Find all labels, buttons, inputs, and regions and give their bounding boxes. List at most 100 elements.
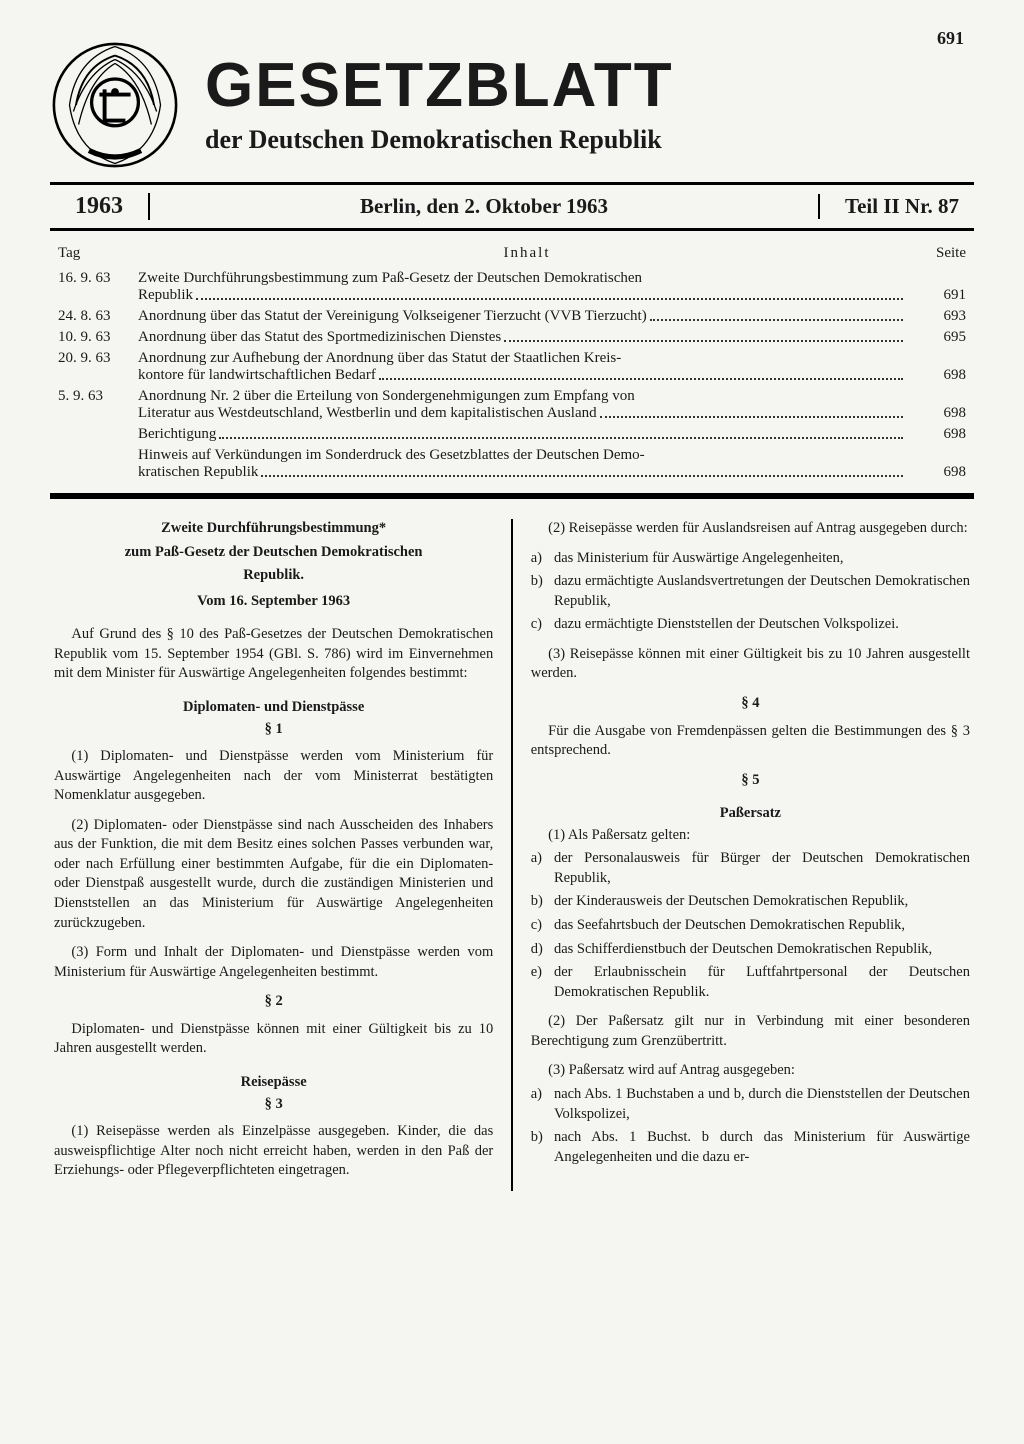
toc-date: 16. 9. 63 [58, 270, 138, 287]
toc-page: 695 [916, 329, 966, 346]
toc-text: Republik [138, 287, 193, 304]
toc-page: 691 [916, 287, 966, 304]
toc-date: 10. 9. 63 [58, 329, 138, 346]
list-item: a)nach Abs. 1 Buchstaben a und b, durch … [531, 1085, 970, 1124]
toc-date: 24. 8. 63 [58, 308, 138, 325]
list-item: b)dazu ermächtigte Auslandsvertretungen … [531, 572, 970, 611]
toc-row: 16. 9. 63Zweite Durchführungsbestimmung … [50, 268, 974, 306]
toc-text: kontore für landwirtschaftlichen Bedarf [138, 367, 376, 384]
list-label: b) [531, 572, 554, 611]
toc-col-tag: Tag [58, 245, 138, 262]
left-column: Zweite Durchführungsbestimmung* zum Paß-… [50, 519, 511, 1191]
toc-col-inhalt: Inhalt [138, 245, 916, 262]
masthead: GESETZBLATT der Deutschen Demokratischen… [50, 40, 974, 170]
leader-dots [600, 416, 903, 418]
toc-text: Anordnung über das Statut der Vereinigun… [138, 308, 647, 325]
toc-page: 693 [916, 308, 966, 325]
toc-row: Hinweis auf Verkündungen im Sonderdruck … [50, 445, 974, 483]
paragraph: (2) Diplomaten- oder Dienstpässe sind na… [54, 816, 493, 933]
list-text: das Ministerium für Auswärtige Angelegen… [554, 549, 970, 569]
paragraph: (2) Reisepässe werden für Auslandsreisen… [531, 519, 970, 539]
list-text: der Erlaubnisschein für Luftfahrtpersona… [554, 963, 970, 1002]
list-label: b) [531, 892, 554, 912]
toc-description: Anordnung über das Statut der Vereinigun… [138, 308, 916, 325]
toc-row: 5. 9. 63Anordnung Nr. 2 über die Erteilu… [50, 386, 974, 424]
list: a)das Ministerium für Auswärtige Angeleg… [531, 549, 970, 635]
right-column: (2) Reisepässe werden für Auslandsreisen… [513, 519, 974, 1191]
list-label: c) [531, 916, 554, 936]
list-text: der Kinderausweis der Deutschen Demokrat… [554, 892, 970, 912]
document-page: 691 GESETZBLATT der Deutschen Demokratis… [0, 0, 1024, 1444]
info-issue: Teil II Nr. 87 [818, 194, 974, 219]
list: a)nach Abs. 1 Buchstaben a und b, durch … [531, 1085, 970, 1167]
list-label: e) [531, 963, 554, 1002]
section-number: § 3 [54, 1095, 493, 1115]
list-item: e)der Erlaubnisschein für Luftfahrtperso… [531, 963, 970, 1002]
paragraph: (2) Der Paßersatz gilt nur in Verbindung… [531, 1012, 970, 1051]
toc-description: Anordnung zur Aufhebung der Anordnung üb… [138, 350, 916, 384]
article-title: Zweite Durchführungsbestimmung* [54, 519, 493, 539]
toc-row: 20. 9. 63Anordnung zur Aufhebung der Ano… [50, 348, 974, 386]
info-place-date: Berlin, den 2. Oktober 1963 [150, 194, 818, 219]
section-heading: Reisepässe [54, 1073, 493, 1093]
toc-row: 10. 9. 63Anordnung über das Statut des S… [50, 327, 974, 348]
state-emblem-icon [50, 40, 180, 170]
leader-dots [219, 437, 903, 439]
list-item: a)das Ministerium für Auswärtige Angeleg… [531, 549, 970, 569]
list-label: a) [531, 549, 554, 569]
paragraph: Diplomaten- und Dienstpässe können mit e… [54, 1020, 493, 1059]
toc-text: Anordnung zur Aufhebung der Anordnung üb… [138, 350, 906, 367]
rule-heavy [50, 493, 974, 499]
toc-date: 5. 9. 63 [58, 388, 138, 405]
paragraph: (1) Als Paßersatz gelten: [531, 826, 970, 846]
info-year: 1963 [50, 193, 150, 220]
list-label: a) [531, 1085, 554, 1124]
list-text: dazu ermächtigte Dienststellen der Deuts… [554, 615, 970, 635]
toc-row: 24. 8. 63Anordnung über das Statut der V… [50, 306, 974, 327]
section-number: § 2 [54, 992, 493, 1012]
section-number: § 5 [531, 771, 970, 791]
toc-description: Anordnung über das Statut des Sportmediz… [138, 329, 916, 346]
toc-date: 20. 9. 63 [58, 350, 138, 367]
table-of-contents: Tag Inhalt Seite 16. 9. 63Zweite Durchfü… [50, 245, 974, 483]
section-number: § 1 [54, 720, 493, 740]
toc-header: Tag Inhalt Seite [50, 245, 974, 268]
leader-dots [379, 378, 903, 380]
toc-description: Anordnung Nr. 2 über die Erteilung von S… [138, 388, 916, 422]
list-text: das Seefahrtsbuch der Deutschen Demokrat… [554, 916, 970, 936]
section-number: § 4 [531, 694, 970, 714]
title-block: GESETZBLATT der Deutschen Demokratischen… [205, 55, 974, 155]
list-item: b)der Kinderausweis der Deutschen Demokr… [531, 892, 970, 912]
section-heading: Paßersatz [531, 804, 970, 824]
toc-text: Hinweis auf Verkündungen im Sonderdruck … [138, 447, 906, 464]
toc-col-seite: Seite [916, 245, 966, 262]
toc-text: kratischen Republik [138, 464, 258, 481]
paragraph: (3) Reisepässe können mit einer Gültigke… [531, 645, 970, 684]
toc-description: Zweite Durchführungsbestimmung zum Paß-G… [138, 270, 916, 304]
toc-row: Berichtigung698 [50, 424, 974, 445]
paragraph: Auf Grund des § 10 des Paß-Gesetzes der … [54, 625, 493, 684]
list-text: dazu ermächtigte Auslandsvertretungen de… [554, 572, 970, 611]
body-columns: Zweite Durchführungsbestimmung* zum Paß-… [50, 519, 974, 1191]
paragraph: (1) Reisepässe werden als Einzelpässe au… [54, 1122, 493, 1181]
toc-page: 698 [916, 405, 966, 422]
leader-dots [504, 340, 903, 342]
article-title: zum Paß-Gesetz der Deutschen Demokratisc… [54, 543, 493, 563]
list: a)der Personalausweis für Bürger der Deu… [531, 849, 970, 1002]
toc-page: 698 [916, 367, 966, 384]
leader-dots [196, 298, 903, 300]
list-label: d) [531, 940, 554, 960]
section-heading: Diplomaten- und Dienstpässe [54, 698, 493, 718]
list-label: b) [531, 1128, 554, 1167]
toc-description: Hinweis auf Verkündungen im Sonderdruck … [138, 447, 916, 481]
toc-description: Berichtigung [138, 426, 916, 443]
info-bar: 1963 Berlin, den 2. Oktober 1963 Teil II… [50, 185, 974, 231]
list-item: d)das Schifferdienstbuch der Deutschen D… [531, 940, 970, 960]
toc-text: Literatur aus Westdeutschland, Westberli… [138, 405, 597, 422]
main-title: GESETZBLATT [205, 55, 974, 117]
article-title: Republik. [54, 566, 493, 586]
sub-title: der Deutschen Demokratischen Republik [205, 125, 974, 155]
list-item: c)das Seefahrtsbuch der Deutschen Demokr… [531, 916, 970, 936]
paragraph: (3) Paßersatz wird auf Antrag ausgegeben… [531, 1061, 970, 1081]
toc-page: 698 [916, 426, 966, 443]
